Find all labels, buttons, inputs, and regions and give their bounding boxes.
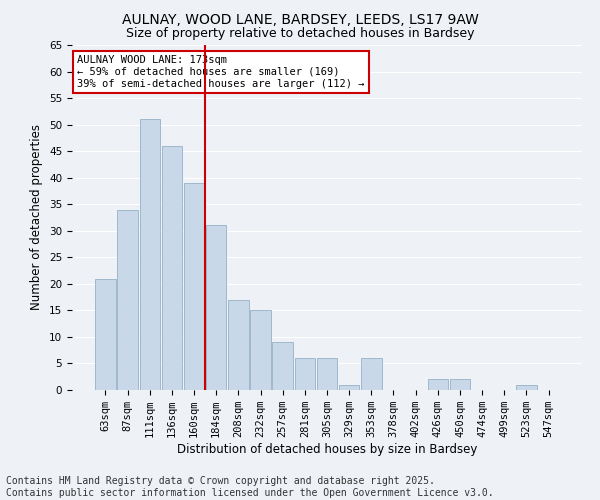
- Bar: [184, 183, 204, 390]
- Bar: [428, 380, 448, 390]
- Bar: [450, 380, 470, 390]
- Text: Contains HM Land Registry data © Crown copyright and database right 2025.
Contai: Contains HM Land Registry data © Crown c…: [6, 476, 494, 498]
- Bar: [161, 146, 182, 390]
- Text: AULNAY, WOOD LANE, BARDSEY, LEEDS, LS17 9AW: AULNAY, WOOD LANE, BARDSEY, LEEDS, LS17 …: [122, 12, 478, 26]
- Text: Size of property relative to detached houses in Bardsey: Size of property relative to detached ho…: [126, 28, 474, 40]
- X-axis label: Distribution of detached houses by size in Bardsey: Distribution of detached houses by size …: [177, 443, 477, 456]
- Bar: [516, 384, 536, 390]
- Bar: [95, 278, 116, 390]
- Text: AULNAY WOOD LANE: 173sqm
← 59% of detached houses are smaller (169)
39% of semi-: AULNAY WOOD LANE: 173sqm ← 59% of detach…: [77, 56, 365, 88]
- Bar: [339, 384, 359, 390]
- Bar: [317, 358, 337, 390]
- Bar: [272, 342, 293, 390]
- Bar: [361, 358, 382, 390]
- Bar: [206, 226, 226, 390]
- Bar: [118, 210, 138, 390]
- Bar: [250, 310, 271, 390]
- Bar: [228, 300, 248, 390]
- Y-axis label: Number of detached properties: Number of detached properties: [31, 124, 43, 310]
- Bar: [295, 358, 315, 390]
- Bar: [140, 120, 160, 390]
